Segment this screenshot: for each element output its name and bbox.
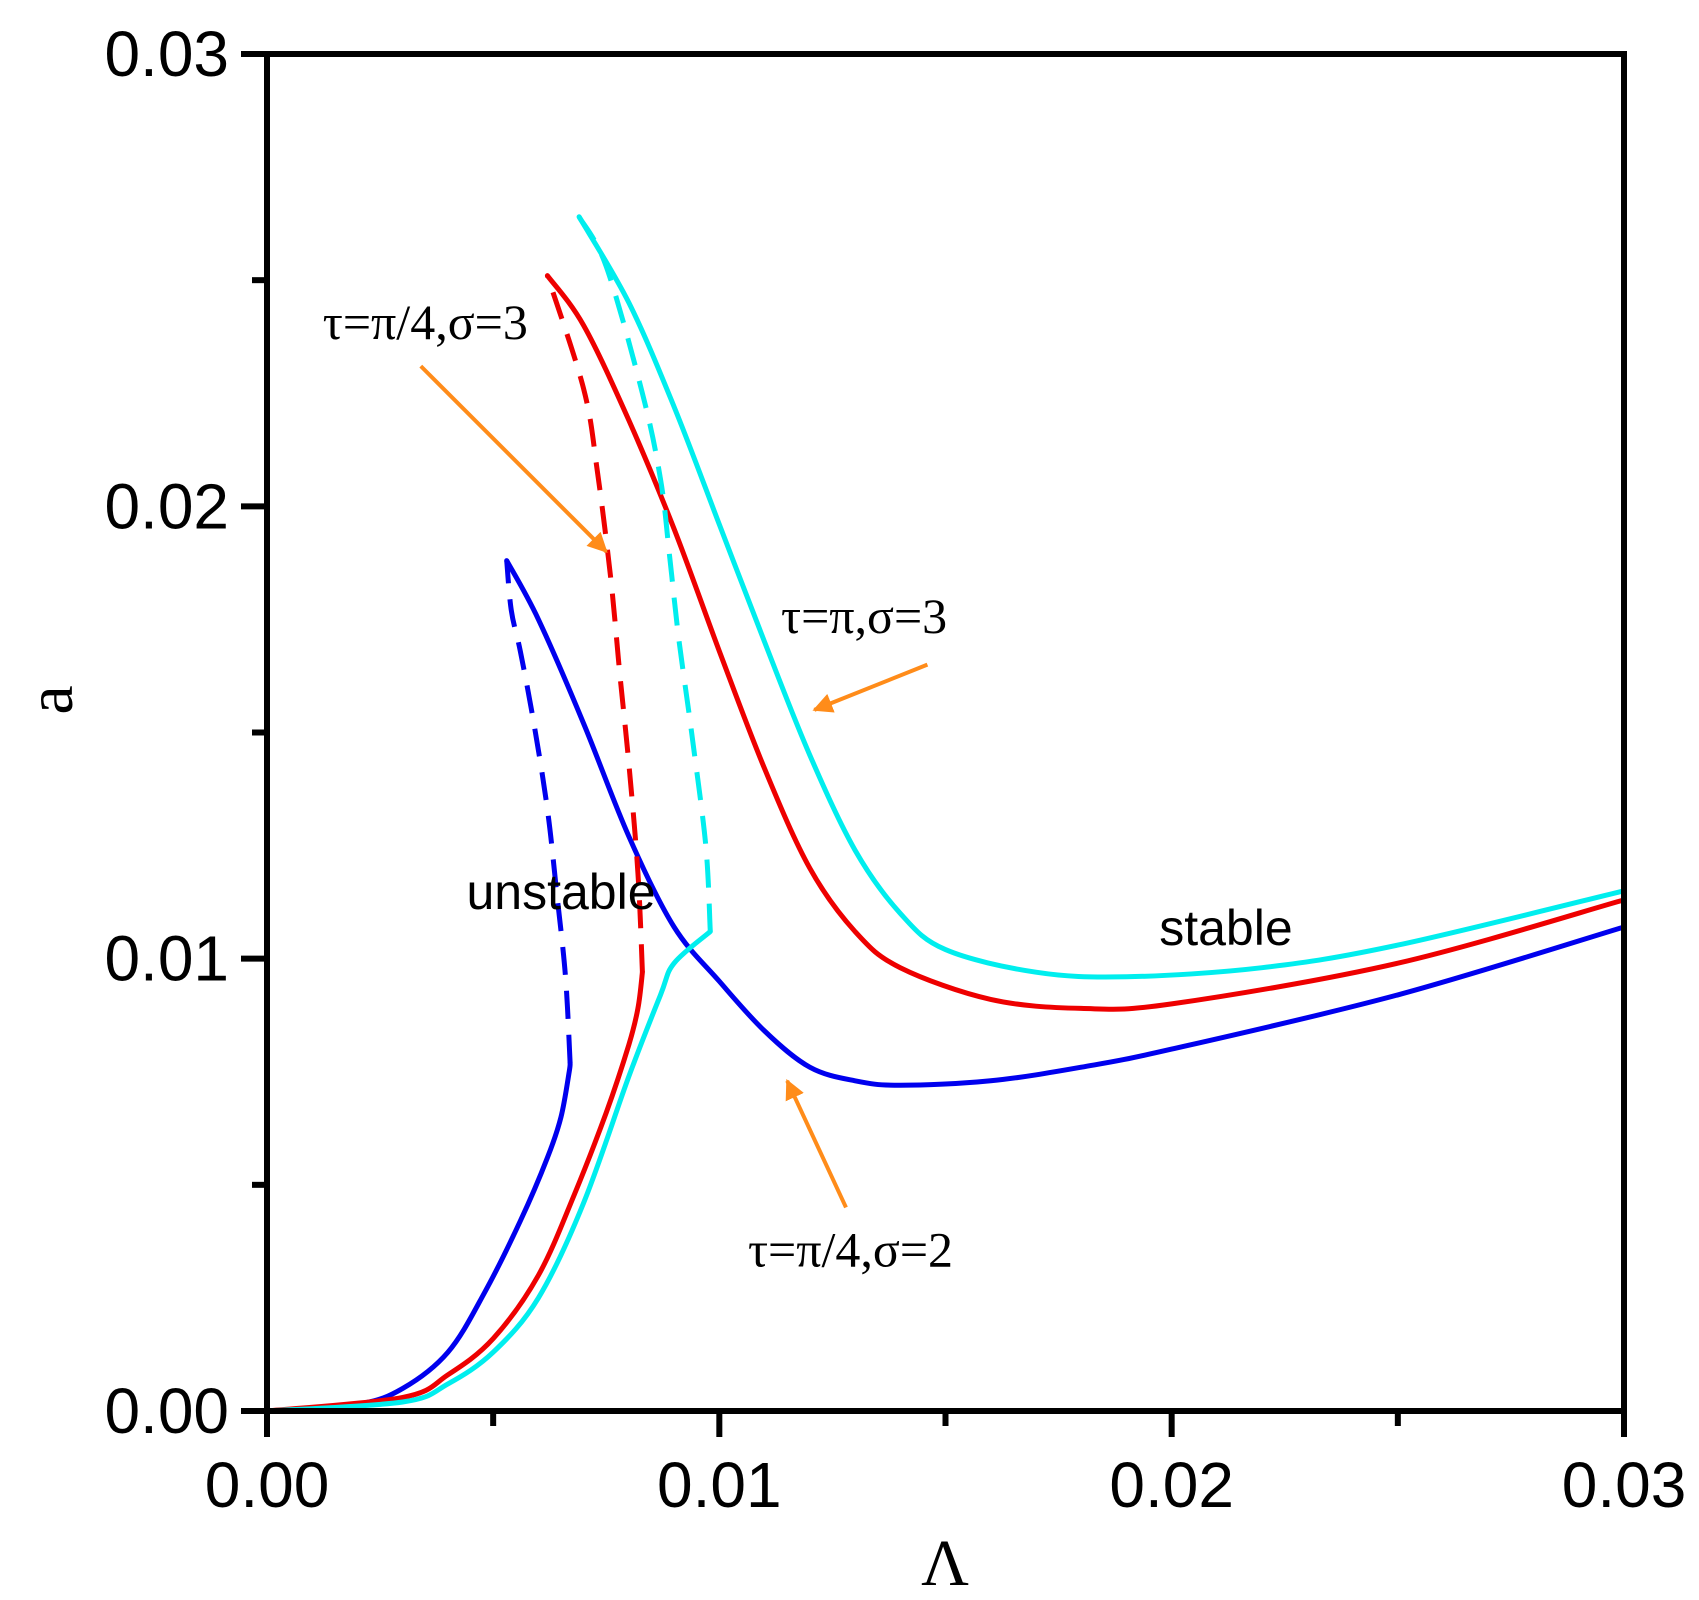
annotation-arrow: [785, 1078, 848, 1209]
y-tick-label: 0.00: [104, 1375, 229, 1447]
annotation-arrow: [812, 662, 929, 713]
axis-ticks: [241, 51, 1627, 1437]
x-tick-label: 0.00: [205, 1449, 330, 1521]
series-3-unstable-line: [576, 215, 713, 932]
y-tick-label: 0.02: [104, 470, 229, 542]
series-1-stable-low-line: [264, 1060, 573, 1414]
annotation-label: τ=π/4,σ=2: [748, 1221, 953, 1277]
series-3-stable-high-line: [576, 214, 1627, 980]
x-tick-label: 0.03: [1562, 1449, 1687, 1521]
tick-labels: 0.00 0.01 0.02 0.03 0.00 0.01 0.02 0.03: [104, 18, 1686, 1521]
x-axis-label: Λ: [921, 1527, 969, 1600]
y-axis-label: a: [14, 685, 87, 714]
series-2-unstable-line: [545, 274, 645, 973]
series-3-stable-low-line: [264, 929, 713, 1414]
annotations: τ=π/4,σ=3 τ=π,σ=3 τ=π/4,σ=2 unstable stable: [323, 294, 1293, 1277]
annotation-label: τ=π/4,σ=3: [323, 294, 528, 350]
series-1-unstable-line: [504, 560, 573, 1063]
x-tick-label: 0.02: [1109, 1449, 1234, 1521]
region-label: unstable: [466, 864, 655, 920]
y-tick-label: 0.01: [104, 923, 229, 995]
plot-frame: [264, 51, 1627, 1414]
x-tick-label: 0.01: [657, 1449, 782, 1521]
series-2-stable-low-line: [264, 969, 645, 1414]
region-label: stable: [1159, 900, 1292, 956]
curves: [264, 214, 1627, 1414]
annotation-arrow: [419, 364, 608, 553]
series-1-stable-high-line: [504, 558, 1627, 1088]
series-2-stable-high-line: [544, 273, 1627, 1012]
y-tick-label: 0.03: [104, 18, 229, 90]
annotation-label: τ=π,σ=3: [781, 588, 947, 644]
